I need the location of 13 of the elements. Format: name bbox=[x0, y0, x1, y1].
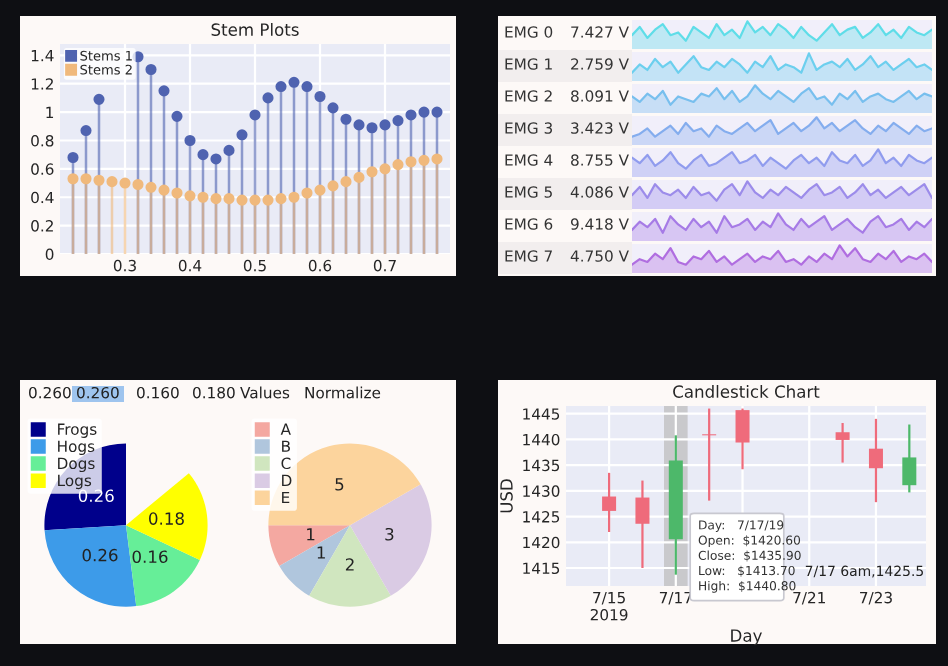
data-label: 0.18 bbox=[149, 512, 184, 525]
data-label: 2 bbox=[345, 558, 354, 571]
x-axis-title: Day bbox=[731, 629, 762, 646]
data-label: 1 bbox=[307, 528, 315, 541]
chart-title: Stem Plots bbox=[211, 23, 299, 36]
data-label: 0.26 bbox=[82, 548, 118, 562]
data-label: 1 bbox=[317, 546, 325, 559]
data-label: 0.16 bbox=[132, 550, 168, 563]
data-label: 3 bbox=[385, 527, 394, 541]
chart-title: Candlestick Chart bbox=[673, 385, 820, 398]
y-axis-title: USD bbox=[500, 479, 513, 513]
data-label: 0.26 bbox=[78, 489, 114, 503]
data-label: 5 bbox=[335, 478, 344, 491]
